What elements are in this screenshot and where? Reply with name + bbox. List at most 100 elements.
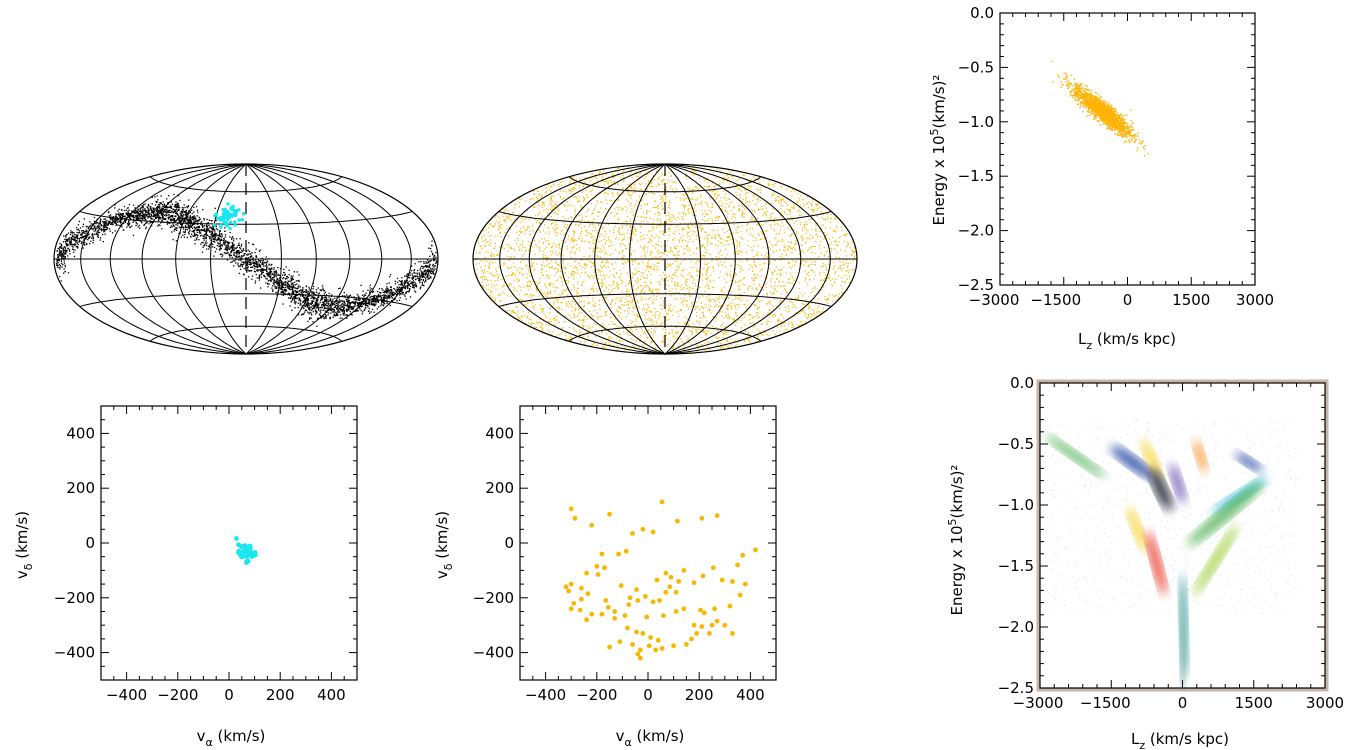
sky-left-stream-star (68, 237, 71, 239)
sky-left-stream-star (353, 296, 355, 298)
sky-middle-star (548, 275, 550, 277)
sky-left-stream-star (373, 297, 375, 299)
sky-left-stream-star (189, 210, 191, 213)
sky-left-stream-star (275, 280, 278, 282)
sky-middle-star (502, 285, 504, 287)
sky-left-stream-star (262, 269, 264, 272)
sky-middle-star (509, 256, 511, 258)
sky-left-stream-star (214, 233, 216, 235)
sky-left-stream-star (388, 296, 391, 298)
sky-middle-star (801, 295, 803, 297)
sky-middle-star (559, 266, 561, 268)
sky-middle-star (634, 172, 636, 174)
sky-left-stream-star (223, 238, 225, 240)
sky-middle-star (789, 211, 791, 213)
sky-left-stream-star (419, 278, 421, 280)
sky-left-stream-star (219, 235, 221, 237)
sky-left-stream-star (101, 228, 103, 230)
sky-left-stream-star (255, 273, 257, 276)
sky-left-stream-star (143, 204, 145, 206)
sky-left-stream-star (225, 249, 228, 251)
sky-middle-star (726, 281, 728, 283)
sky-left-stream-star (158, 211, 160, 213)
sky-middle-star (559, 277, 561, 279)
sky-left-stream-star (312, 321, 314, 323)
sky-left-stream-star (301, 290, 303, 293)
sky-middle-star (640, 225, 642, 227)
sky-middle-star (627, 184, 629, 186)
sky-left-stream-star (72, 244, 74, 246)
sky-left-stream-star (308, 293, 310, 295)
sky-left-stream-star (262, 263, 264, 265)
sky-left-stream-star (305, 299, 307, 301)
sky-middle-star (591, 315, 593, 317)
sky-left-stream-star (58, 252, 60, 254)
sky-middle-star (670, 277, 672, 279)
sky-left-stream-star (84, 237, 87, 239)
sky-middle-star (585, 216, 587, 218)
sky-middle-star (753, 176, 755, 178)
sky-left-stream-star (211, 242, 213, 244)
sky-left-stream-star (219, 230, 221, 232)
sky-left-stream-star (326, 311, 328, 313)
sky-middle-star (659, 312, 661, 314)
sky-left-stream-star (290, 296, 292, 298)
sky-left-stream-star (94, 222, 96, 224)
sky-left-stream-star (60, 243, 62, 246)
sky-left-stream-star (396, 281, 399, 284)
sky-middle-star (529, 245, 531, 247)
sky-middle-star (695, 285, 697, 287)
sky-left-stream-star (100, 230, 103, 232)
sky-left-stream-star (177, 206, 179, 208)
sky-left-stream-star (346, 314, 349, 316)
sky-left-stream-star (106, 228, 109, 230)
sky-middle-star (527, 288, 529, 291)
sky-middle-star (764, 230, 767, 232)
sky-left-stream-star (317, 308, 319, 310)
sky-left-stream-star (126, 226, 128, 228)
sky-left-stream-star (285, 284, 287, 286)
sky-middle-star (801, 239, 803, 241)
sky-left-stream-star (120, 221, 122, 223)
sky-left-stream-star (161, 220, 163, 222)
sky-left-stream-star (57, 254, 59, 256)
sky-left-stream-star (307, 298, 309, 300)
sky-left-stream-star (160, 222, 162, 224)
sky-left-stream-star (226, 252, 228, 254)
sky-left-stream-star (135, 209, 137, 212)
sky-left-stream-star (277, 291, 279, 293)
sky-left-stream-star (168, 214, 170, 216)
sky-left-stream-star (185, 223, 187, 225)
sky-middle-star (656, 266, 658, 268)
sky-middle-star (734, 217, 736, 219)
sky-middle-star (623, 236, 626, 238)
sky-middle-star (694, 203, 697, 206)
sky-left-stream-star (369, 296, 371, 298)
sky-middle-star (759, 208, 761, 210)
sky-middle-star (507, 235, 510, 237)
sky-left-stream-star (335, 302, 337, 304)
sky-left-stream-star (289, 288, 291, 291)
sky-middle-star (643, 292, 645, 294)
sky-left-stream-star (354, 302, 356, 305)
sky-left-stream-star (271, 268, 273, 270)
sky-left-stream-star (76, 229, 78, 231)
sky-middle-star (718, 305, 720, 307)
sky-left-stream-star (214, 235, 216, 237)
sky-middle-star (635, 189, 637, 191)
sky-left-stream-star (277, 284, 279, 286)
sky-middle-star (736, 315, 738, 317)
sky-middle-star (573, 273, 575, 275)
sky-left-stream-star (79, 231, 81, 234)
sky-middle-star (540, 222, 542, 224)
sky-left-stream-star (345, 298, 347, 300)
sky-left-stream-star (214, 229, 216, 231)
sky-left-stream-star (58, 259, 60, 261)
sky-left-stream-star (338, 296, 340, 298)
sky-left-stream-star (350, 307, 352, 309)
sky-left-stream-star (157, 211, 159, 214)
sky-left-stream-star (290, 275, 292, 277)
sky-middle-star (757, 252, 759, 254)
sky-middle-star (497, 277, 499, 279)
sky-middle-star (593, 271, 595, 273)
